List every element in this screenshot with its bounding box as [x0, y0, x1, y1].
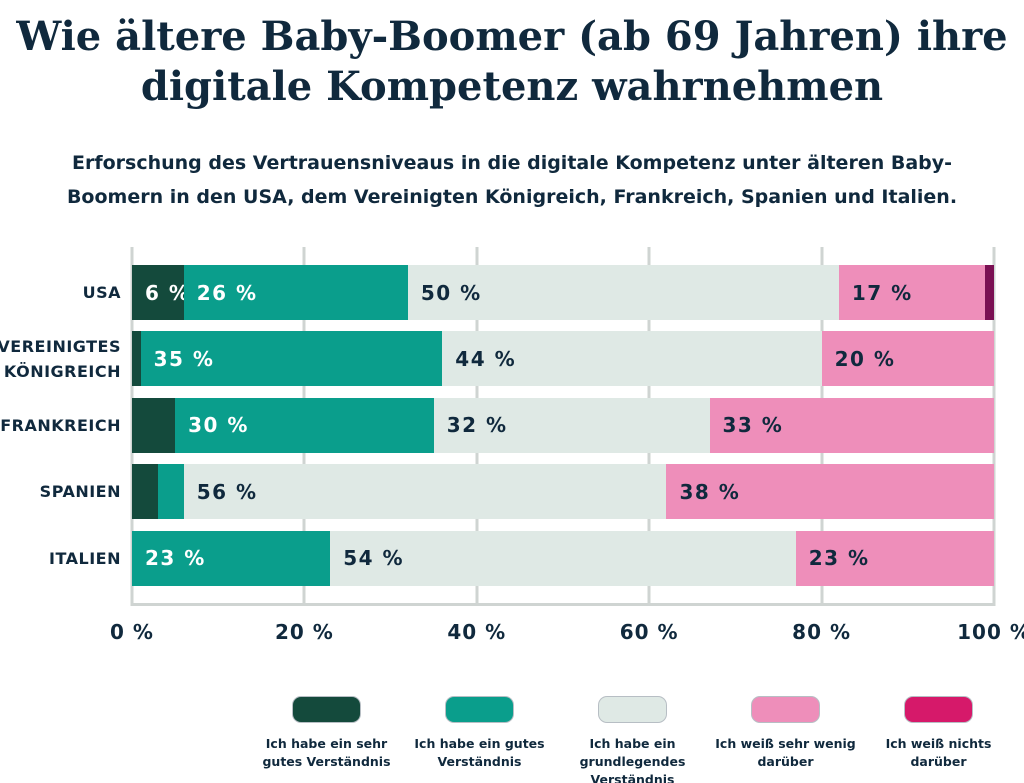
x-tick-label-100: 100 %: [957, 620, 1024, 644]
x-tick-label-20: 20 %: [274, 620, 334, 644]
bar-row: 30 % 32 % 33 %: [132, 397, 994, 453]
category-label: FRANKREICH: [0, 415, 121, 435]
legend-item: Ich weiß nichts darüber: [862, 697, 1015, 783]
bar-segment: [132, 331, 141, 387]
bar-row: 35 % 44 % 20 %: [132, 331, 994, 387]
bar-segment: 33 %: [709, 397, 994, 453]
subtitle-line2: Boomern in den USA, dem Vereinigten Köni…: [66, 186, 958, 208]
bar-segment: [132, 397, 176, 453]
category-label: SPANIEN: [39, 482, 121, 502]
segment-value-label: 44 %: [455, 346, 517, 371]
segment-value-label: 23 %: [145, 546, 206, 571]
subtitle-line1: Erforschung des Vertrauensniveaus in die…: [71, 152, 953, 174]
x-axis-baseline: [132, 603, 994, 606]
legend-swatch: [446, 697, 513, 722]
bar-row: 23 % 54 % 23 %: [132, 530, 994, 586]
segment-value-label: 20 %: [834, 346, 896, 371]
segment-value-label: 30 %: [188, 413, 249, 438]
bar-segment: 30 %: [175, 397, 434, 453]
segment-value-label: 56 %: [196, 479, 258, 504]
legend-label: Ich habe ein sehr gutes Verständnis: [262, 736, 391, 769]
segment-value-label: 32 %: [446, 413, 508, 438]
bar-segment: 6 %: [132, 265, 189, 320]
bar-segment: 23 %: [132, 530, 331, 586]
segment-value-label: 50 %: [420, 280, 482, 305]
segment-value-label: 33 %: [722, 413, 784, 438]
legend-item: Ich weiß sehr wenig darüber: [709, 697, 862, 783]
bar-segment: 44 %: [442, 331, 822, 387]
x-tick-label-60: 60 %: [619, 620, 679, 644]
bar-segment: 35 %: [140, 331, 443, 387]
subtitle: Erforschung des Vertrauensniveaus in die…: [0, 146, 1024, 214]
page-title-line2: digitale Kompetenz wahrnehmen: [140, 63, 884, 110]
segment-value-label: 23 %: [808, 546, 870, 571]
legend-item: Ich habe ein gutes Verständnis: [403, 697, 556, 783]
bar-segment: 38 %: [666, 464, 994, 520]
legend-swatch: [905, 697, 972, 722]
category-label: VEREINIGTES KÖNIGREICH: [0, 336, 121, 381]
legend-label: Ich weiß sehr wenig darüber: [715, 736, 856, 769]
legend-label: Ich weiß nichts darüber: [885, 736, 992, 769]
legend-label: Ich habe ein grundlegendes Verständnis: [579, 736, 686, 783]
legend-item: Ich habe ein grundlegendes Verständnis: [556, 697, 709, 783]
segment-value-label: 6 %: [145, 280, 191, 305]
x-tick-label-0: 0 %: [110, 620, 154, 644]
legend-label: Ich habe ein gutes Verständnis: [414, 736, 545, 769]
bar-segment: 23 %: [795, 530, 994, 586]
segment-value-label: 35 %: [153, 346, 215, 371]
segment-value-label: 17 %: [851, 280, 913, 305]
legend-item: Ich habe ein sehr gutes Verständnis: [250, 697, 403, 783]
bar-segment: 17 %: [838, 265, 986, 320]
gridline-100: [992, 247, 996, 606]
x-tick-label-80: 80 %: [792, 620, 852, 644]
segment-value-label: 54 %: [343, 546, 405, 571]
legend-swatch: [599, 697, 666, 722]
page-title: Wie ältere Baby-Boomer (ab 69 Jahren) ih…: [0, 12, 1024, 112]
page-title-line1: Wie ältere Baby-Boomer (ab 69 Jahren) ih…: [16, 13, 1008, 60]
stacked-bar-plot-area: 6 % 26 % 50 % 17 % 35 % 44 % 20 % 30 % 32 % 33 % 5…: [130, 247, 996, 606]
bar-segment: [132, 464, 158, 520]
category-axis-labels: USA VEREINIGTES KÖNIGREICH FRANKREICH SPANI…: [0, 247, 121, 606]
segment-value-label: 26 %: [196, 280, 258, 305]
bar-segment: 26 %: [183, 265, 408, 320]
bar-row: 6 % 26 % 50 % 17 %: [132, 265, 994, 320]
percent-axis-labels: 0 % 20 % 40 % 60 % 80 % 100 %: [110, 620, 1024, 646]
category-label: USA: [82, 283, 121, 302]
category-label: ITALIEN: [49, 548, 121, 568]
x-tick-label-40: 40 %: [447, 620, 507, 644]
segment-value-label: 38 %: [679, 479, 741, 504]
bar-row: 56 % 38 %: [132, 464, 994, 520]
chart-legend: Ich habe ein sehr gutes Verständnis Ich ha…: [250, 697, 1015, 783]
bar-segment: 20 %: [821, 331, 994, 387]
bar-segment: [157, 464, 184, 520]
legend-swatch: [752, 697, 819, 722]
bar-segment: 54 %: [330, 530, 796, 586]
bar-segment: 50 %: [407, 265, 839, 320]
legend-swatch: [293, 697, 360, 722]
bar-segment: [985, 265, 994, 320]
bar-segment: 56 %: [183, 464, 667, 520]
bar-segment: 32 %: [433, 397, 710, 453]
